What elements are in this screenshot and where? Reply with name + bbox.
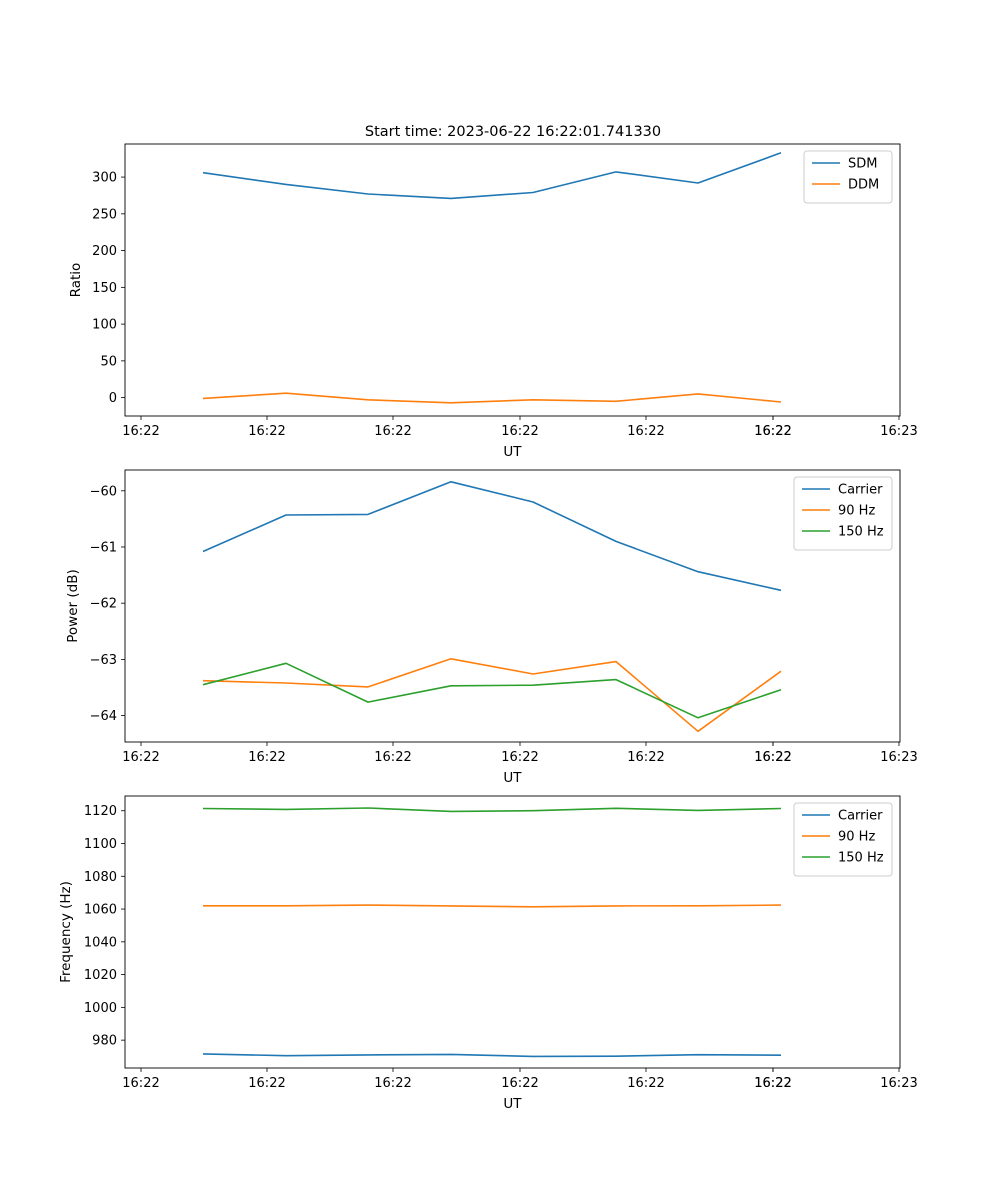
legend-label: 90 Hz [838, 830, 875, 845]
legend: Carrier 90 Hz 150 Hz [793, 802, 893, 877]
y-tick-label: 1080 [84, 870, 117, 885]
y-tick-label: 200 [92, 244, 117, 259]
y-tick-label: 250 [92, 207, 117, 222]
legend-label: 150 Hz [838, 525, 884, 540]
y-tick-label: 1100 [84, 837, 117, 852]
x-tick-label: 16:22 [122, 424, 159, 439]
y-axis-label: Frequency (Hz) [58, 881, 74, 983]
x-axis-label: UT [503, 1096, 522, 1112]
x-tick-label: 16:22 [248, 424, 285, 439]
y-tick-label: −62 [90, 597, 117, 612]
plot-area-frame [124, 469, 901, 743]
x-tick-label: 16:22 [122, 750, 159, 765]
x-tick-label: 16:22 [754, 1076, 791, 1091]
series-line-90-hz [202, 657, 782, 733]
y-tick-label: −61 [90, 540, 117, 555]
x-tick-label: 16:22 [754, 424, 791, 439]
x-tick-label: 16:22 [248, 750, 285, 765]
x-tick-label: 16:22 [374, 424, 411, 439]
figure-title: Start time: 2023-06-22 16:22:01.741330 [365, 124, 661, 140]
y-tick-label: 100 [92, 318, 117, 333]
plot-area-frame [124, 795, 901, 1069]
legend-label: SDM [848, 157, 877, 172]
series-line-carrier [202, 480, 782, 592]
y-tick-label: 1000 [84, 1001, 117, 1016]
x-tick-label: 16:22 [374, 750, 411, 765]
y-tick-label: 980 [92, 1034, 117, 1049]
x-tick-label: 16:22 [501, 424, 538, 439]
x-tick-label: 16:22 [627, 1076, 664, 1091]
series-line-150-hz [202, 807, 782, 813]
x-tick-label: 16:22 [248, 1076, 285, 1091]
x-tick-label: 16:23 [880, 750, 917, 765]
y-tick-label: 1040 [84, 935, 117, 950]
x-tick-label: 16:22 [627, 750, 664, 765]
y-axis-label: Power (dB) [65, 569, 81, 642]
x-tick-label: 16:22 [754, 424, 791, 439]
x-tick-label: 16:22 [501, 750, 538, 765]
x-axis-label: UT [503, 770, 522, 786]
x-tick-label: 16:22 [754, 1076, 791, 1091]
y-tick-label: −63 [90, 653, 117, 668]
x-tick-label: 16:22 [627, 424, 664, 439]
y-tick-label: 50 [100, 354, 117, 369]
y-tick-label: 150 [92, 281, 117, 296]
x-tick-label: 16:22 [754, 750, 791, 765]
x-tick-label: 16:23 [880, 1076, 917, 1091]
legend-label: DDM [848, 178, 879, 193]
legend: SDM DDM [803, 150, 893, 204]
series-line-carrier [202, 1053, 782, 1058]
y-tick-label: 1120 [84, 804, 117, 819]
y-tick-label: −60 [90, 484, 117, 499]
x-tick-label: 16:22 [754, 750, 791, 765]
y-tick-label: 300 [92, 171, 117, 186]
y-tick-label: 1060 [84, 903, 117, 918]
legend-label: Carrier [838, 809, 883, 824]
y-tick-label: −64 [90, 709, 117, 724]
x-axis-label: UT [503, 444, 522, 460]
series-line-sdm [202, 152, 782, 200]
series-line-150-hz [202, 662, 782, 719]
x-tick-label: 16:22 [374, 1076, 411, 1091]
y-tick-label: 0 [109, 391, 117, 406]
legend-label: 150 Hz [838, 851, 884, 866]
plot-area-frame [124, 143, 901, 417]
y-axis-label: Ratio [68, 263, 84, 298]
x-tick-label: 16:23 [880, 424, 917, 439]
legend-label: Carrier [838, 483, 883, 498]
legend: Carrier 90 Hz 150 Hz [793, 476, 893, 551]
legend-box [803, 150, 893, 204]
legend-label: 90 Hz [838, 504, 875, 519]
series-line-ddm [202, 392, 782, 404]
x-tick-label: 16:22 [501, 1076, 538, 1091]
y-tick-label: 1020 [84, 968, 117, 983]
series-line-90-hz [203, 904, 782, 908]
x-tick-label: 16:22 [122, 1076, 159, 1091]
